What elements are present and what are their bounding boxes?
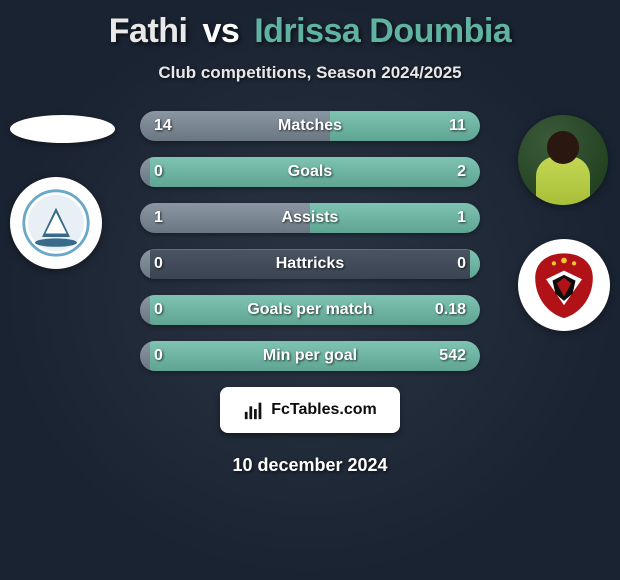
stat-value-right: 542: [439, 341, 466, 371]
stat-label: Min per goal: [140, 341, 480, 371]
date-text: 10 december 2024: [0, 455, 620, 476]
stat-label: Matches: [140, 111, 480, 141]
stat-row: 14Matches11: [140, 111, 480, 141]
club-right-icon: [528, 249, 600, 321]
source-text: FcTables.com: [271, 401, 377, 419]
player1-name: Fathi: [109, 12, 188, 50]
bars-icon: [243, 399, 265, 421]
player2-name: Idrissa Doumbia: [254, 12, 511, 50]
stat-label: Hattricks: [140, 249, 480, 279]
stat-row: 0Goals per match0.18: [140, 295, 480, 325]
comparison-title: Fathi vs Idrissa Doumbia: [0, 12, 620, 51]
player1-club-badge: [10, 177, 102, 269]
stats-bars: 14Matches110Goals21Assists10Hattricks00G…: [140, 111, 480, 371]
stat-value-right: 11: [449, 111, 466, 141]
stat-label: Goals per match: [140, 295, 480, 325]
stat-row: 0Goals2: [140, 157, 480, 187]
left-badges-column: [10, 115, 115, 269]
stat-value-right: 2: [457, 157, 466, 187]
stat-label: Goals: [140, 157, 480, 187]
stat-value-right: 0: [457, 249, 466, 279]
stat-row: 1Assists1: [140, 203, 480, 233]
subtitle: Club competitions, Season 2024/2025: [0, 63, 620, 83]
club-left-icon: [21, 188, 91, 258]
stat-row: 0Hattricks0: [140, 249, 480, 279]
player2-avatar: [518, 115, 608, 205]
stat-value-right: 0.18: [435, 295, 466, 325]
stat-row: 0Min per goal542: [140, 341, 480, 371]
stat-label: Assists: [140, 203, 480, 233]
stat-value-right: 1: [457, 203, 466, 233]
vs-separator: vs: [202, 12, 239, 50]
player1-avatar-placeholder: [10, 115, 115, 143]
player2-club-badge: [518, 239, 610, 331]
right-badges-column: [518, 115, 610, 331]
source-badge[interactable]: FcTables.com: [220, 387, 400, 433]
